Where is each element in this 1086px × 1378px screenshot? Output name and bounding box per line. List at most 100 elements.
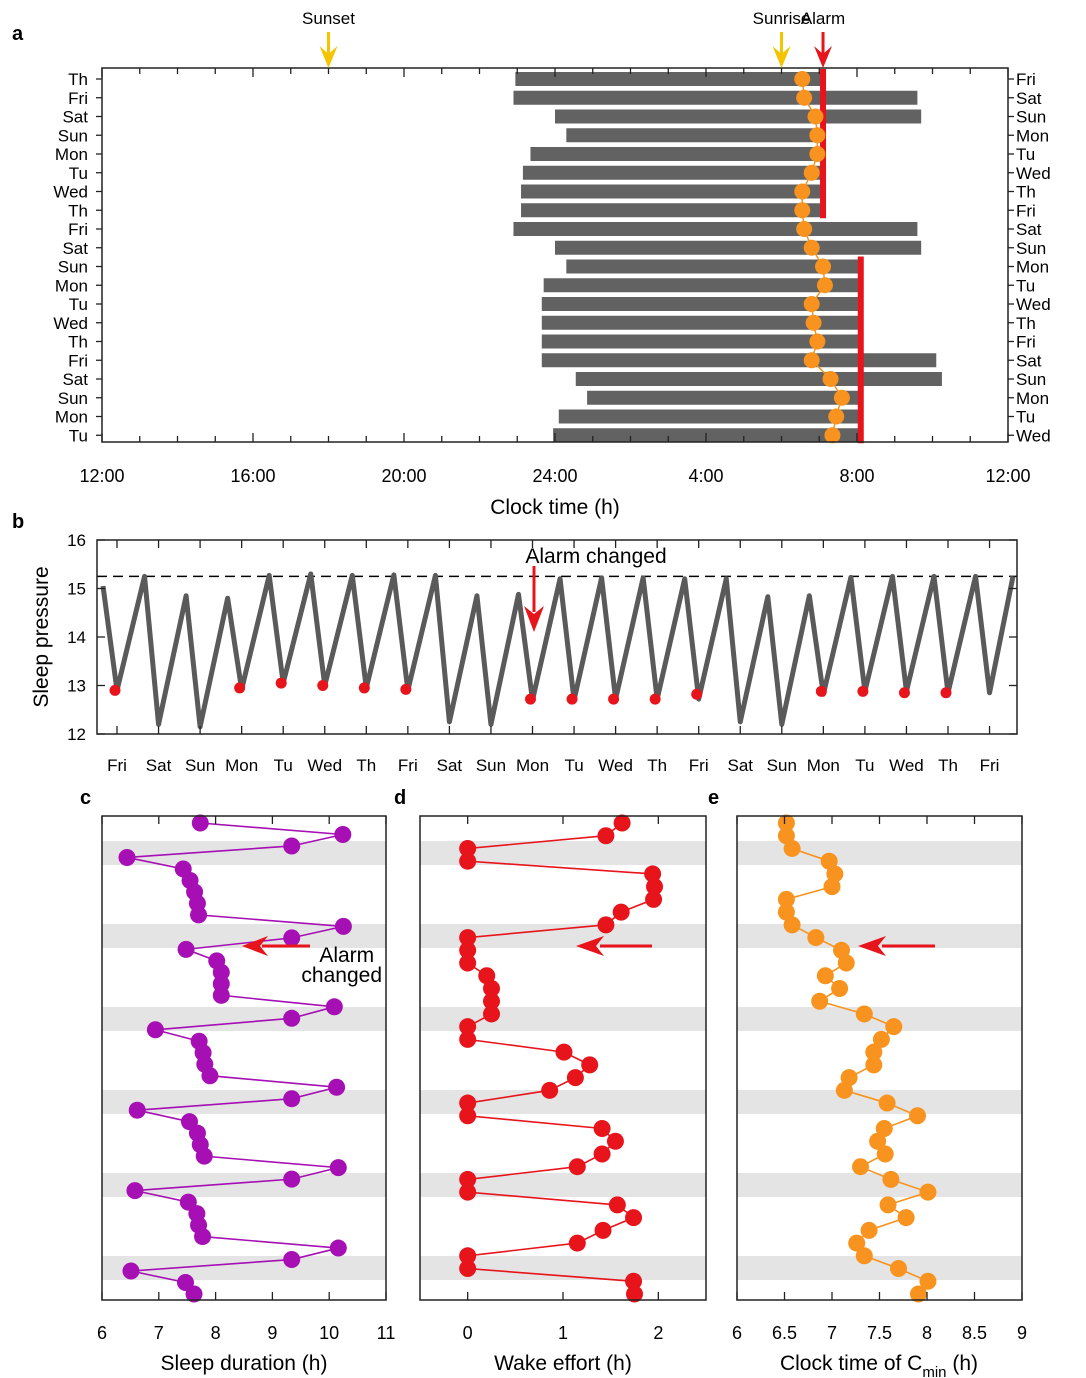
cmin-point bbox=[828, 409, 844, 425]
data-point bbox=[817, 967, 834, 984]
data-point bbox=[213, 987, 230, 1004]
trough-marker bbox=[317, 680, 328, 691]
data-point bbox=[645, 891, 662, 908]
data-point bbox=[334, 826, 351, 843]
sleep-bar bbox=[566, 128, 823, 142]
sleep-bar bbox=[576, 372, 942, 386]
data-point bbox=[555, 1044, 572, 1061]
marker-label: Alarm bbox=[801, 9, 845, 28]
x-tick-label: 16:00 bbox=[230, 466, 275, 486]
row-label-right: Tu bbox=[1016, 145, 1035, 164]
row-label-left: Sun bbox=[58, 126, 88, 145]
data-point bbox=[856, 1247, 873, 1264]
panel-e: 6 6.5 7 7.5 8 8.5 9 Clock time of Cmin (h) bbox=[732, 815, 1027, 1378]
x-tick-label: Mon bbox=[516, 756, 549, 775]
sleep-bar bbox=[542, 353, 936, 367]
data-point bbox=[597, 916, 614, 933]
x-tick-label: Fri bbox=[689, 756, 709, 775]
cmin-point bbox=[804, 165, 820, 181]
row-label-left: Tu bbox=[69, 295, 88, 314]
data-point bbox=[126, 1182, 143, 1199]
row-label-right: Fri bbox=[1016, 201, 1036, 220]
data-point bbox=[784, 840, 801, 857]
row-label-left: Sat bbox=[62, 108, 88, 127]
x-tick-label: Tu bbox=[855, 756, 874, 775]
data-point bbox=[885, 1018, 902, 1035]
cmin-point bbox=[815, 259, 831, 275]
weekend-band bbox=[737, 924, 1022, 948]
data-point bbox=[594, 1120, 611, 1137]
data-point bbox=[567, 1069, 584, 1086]
cmin-point bbox=[824, 427, 840, 443]
row-label-right: Th bbox=[1016, 183, 1036, 202]
marker-label: Sunset bbox=[302, 9, 355, 28]
y-tick-label: 14 bbox=[67, 628, 86, 647]
panel-c: 6 7 8 9 10 11 Sleep duration (h) Alarm change… bbox=[97, 815, 395, 1376]
data-point bbox=[283, 929, 300, 946]
data-point bbox=[330, 1240, 347, 1257]
sleep-bar bbox=[513, 222, 917, 236]
data-point bbox=[594, 1145, 611, 1162]
row-label-left: Fri bbox=[68, 351, 88, 370]
y-tick-label: 15 bbox=[67, 580, 86, 599]
data-point bbox=[330, 1159, 347, 1176]
row-label-left: Mon bbox=[55, 145, 88, 164]
x-tick-label: Sat bbox=[727, 756, 753, 775]
panel-c-frame bbox=[102, 816, 386, 1300]
row-label-right: Sun bbox=[1016, 108, 1046, 127]
x-tick-label: Fri bbox=[980, 756, 1000, 775]
data-point bbox=[609, 1196, 626, 1213]
data-point bbox=[118, 849, 135, 866]
data-point bbox=[283, 1010, 300, 1027]
panel-a-ticks: 12:00 16:00 20:00 24:00 4:00 8:00 12:00ThFriSa… bbox=[53, 68, 1050, 486]
data-point bbox=[879, 1095, 896, 1112]
y-tick-label: 16 bbox=[67, 531, 86, 550]
top-markers: Sunset SunriseAlarm bbox=[302, 9, 845, 68]
data-point bbox=[614, 815, 631, 832]
row-label-right: Wed bbox=[1016, 295, 1051, 314]
trough-marker bbox=[276, 678, 287, 689]
alarm-changed-line-2: changed bbox=[301, 964, 382, 987]
x-tick-label: Wed bbox=[889, 756, 924, 775]
x-tick-label: 7 bbox=[154, 1323, 164, 1343]
x-tick-label: Sun bbox=[185, 756, 215, 775]
sleep-bar bbox=[530, 147, 823, 161]
data-point bbox=[283, 837, 300, 854]
data-point bbox=[459, 1184, 476, 1201]
x-tick-label: 2 bbox=[653, 1323, 663, 1343]
row-label-left: Mon bbox=[55, 408, 88, 427]
row-label-left: Mon bbox=[55, 276, 88, 295]
x-tick-label: Sun bbox=[476, 756, 506, 775]
row-label-left: Fri bbox=[68, 89, 88, 108]
x-tick-label: 8.5 bbox=[962, 1323, 987, 1343]
data-point bbox=[326, 998, 343, 1015]
row-label-left: Sat bbox=[62, 239, 88, 258]
data-point bbox=[784, 916, 801, 933]
sleep-bar bbox=[553, 428, 861, 442]
x-tick-label: Th bbox=[647, 756, 667, 775]
row-label-left: Sat bbox=[62, 370, 88, 389]
panel-a-xlabel: Clock time (h) bbox=[490, 496, 620, 519]
data-point bbox=[196, 1148, 213, 1165]
x-tick-label: Tu bbox=[274, 756, 293, 775]
data-point bbox=[882, 1171, 899, 1188]
x-tick-label: Sat bbox=[437, 756, 463, 775]
data-point bbox=[877, 1145, 894, 1162]
x-tick-label: 1 bbox=[558, 1323, 568, 1343]
row-label-right: Wed bbox=[1016, 164, 1051, 183]
data-point bbox=[824, 878, 841, 895]
x-tick-label: Tu bbox=[564, 756, 583, 775]
row-label-right: Fri bbox=[1016, 333, 1036, 352]
trough-marker bbox=[359, 682, 370, 693]
sleep-pressure-line bbox=[103, 574, 1013, 727]
x-tick-label: 6.5 bbox=[772, 1323, 797, 1343]
trough-marker bbox=[899, 687, 910, 698]
row-label-left: Wed bbox=[53, 183, 88, 202]
row-label-left: Tu bbox=[69, 164, 88, 183]
x-tick-label: 10 bbox=[319, 1323, 339, 1343]
panel-e-xlabel-unit: (h) bbox=[947, 1352, 979, 1375]
x-tick-label: Mon bbox=[807, 756, 840, 775]
x-tick-label: Wed bbox=[598, 756, 633, 775]
data-point bbox=[459, 1260, 476, 1277]
trough-marker bbox=[525, 694, 536, 705]
